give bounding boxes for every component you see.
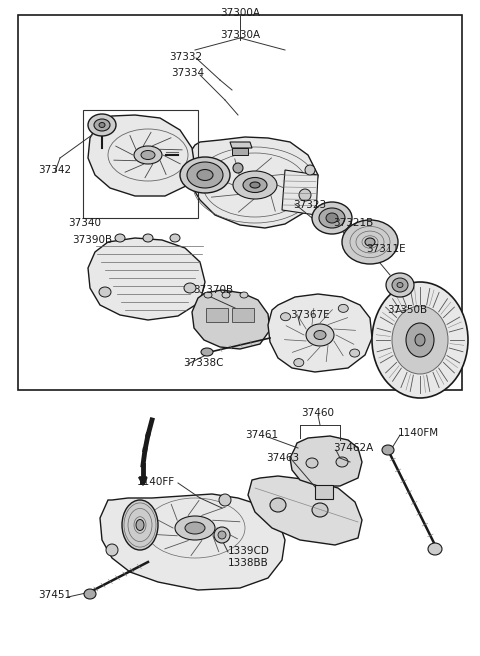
Ellipse shape <box>397 283 403 287</box>
Text: 37323: 37323 <box>293 200 326 210</box>
Polygon shape <box>185 137 318 228</box>
Ellipse shape <box>270 498 286 512</box>
Ellipse shape <box>141 150 155 159</box>
Polygon shape <box>88 238 205 320</box>
Ellipse shape <box>428 543 442 555</box>
Text: 37460: 37460 <box>301 408 335 418</box>
Ellipse shape <box>386 273 414 297</box>
Text: 37321B: 37321B <box>333 218 373 228</box>
Ellipse shape <box>349 349 360 357</box>
Text: 1140FM: 1140FM <box>398 428 439 438</box>
Ellipse shape <box>314 331 326 340</box>
Ellipse shape <box>280 313 290 321</box>
Ellipse shape <box>372 282 468 398</box>
Ellipse shape <box>382 445 394 455</box>
Ellipse shape <box>134 146 162 164</box>
Text: 37338C: 37338C <box>183 358 224 368</box>
Text: 37340: 37340 <box>68 218 101 228</box>
Ellipse shape <box>415 334 425 346</box>
Text: 37367E: 37367E <box>290 310 330 320</box>
Text: 37390B: 37390B <box>72 235 112 245</box>
Text: 37451: 37451 <box>38 590 72 600</box>
Bar <box>315 485 333 499</box>
Ellipse shape <box>299 189 311 201</box>
Ellipse shape <box>99 287 111 297</box>
Text: 37461: 37461 <box>245 430 278 440</box>
Ellipse shape <box>392 306 448 374</box>
Polygon shape <box>88 115 195 196</box>
Ellipse shape <box>250 182 260 188</box>
Ellipse shape <box>185 522 205 534</box>
Ellipse shape <box>170 234 180 242</box>
Ellipse shape <box>180 157 230 193</box>
Ellipse shape <box>338 304 348 312</box>
Ellipse shape <box>201 348 213 356</box>
Ellipse shape <box>306 458 318 468</box>
Text: 1140FF: 1140FF <box>137 477 175 487</box>
Ellipse shape <box>306 324 334 346</box>
Ellipse shape <box>88 114 116 136</box>
Text: 37332: 37332 <box>169 52 203 62</box>
Polygon shape <box>248 476 362 545</box>
Ellipse shape <box>197 169 213 180</box>
Bar <box>232 308 254 322</box>
Polygon shape <box>290 436 362 486</box>
Text: 37311E: 37311E <box>366 244 406 254</box>
Ellipse shape <box>84 589 96 599</box>
Text: 37330A: 37330A <box>220 30 260 40</box>
Text: 37342: 37342 <box>38 165 72 175</box>
Ellipse shape <box>187 162 223 188</box>
Ellipse shape <box>175 516 215 540</box>
Text: 1339CD: 1339CD <box>228 546 270 556</box>
Ellipse shape <box>312 503 328 517</box>
Ellipse shape <box>305 165 315 175</box>
Ellipse shape <box>326 213 338 223</box>
Ellipse shape <box>336 457 348 467</box>
Text: 37350B: 37350B <box>387 305 427 315</box>
Polygon shape <box>232 148 248 155</box>
Polygon shape <box>268 294 372 372</box>
Ellipse shape <box>222 292 230 298</box>
Ellipse shape <box>122 500 158 550</box>
Bar <box>83 110 198 218</box>
Ellipse shape <box>204 292 212 298</box>
Ellipse shape <box>233 163 243 173</box>
Bar <box>206 308 228 322</box>
Ellipse shape <box>233 171 277 199</box>
Polygon shape <box>282 170 318 215</box>
Ellipse shape <box>99 123 105 127</box>
Ellipse shape <box>319 208 345 228</box>
Ellipse shape <box>184 283 196 293</box>
Text: 37300A: 37300A <box>220 8 260 18</box>
Text: 37463: 37463 <box>266 453 300 463</box>
Ellipse shape <box>218 531 226 539</box>
Text: 1338BB: 1338BB <box>228 558 269 568</box>
Ellipse shape <box>214 527 230 543</box>
Ellipse shape <box>294 359 304 367</box>
Text: 37334: 37334 <box>171 68 204 78</box>
Ellipse shape <box>365 238 375 246</box>
Ellipse shape <box>406 323 434 357</box>
Ellipse shape <box>240 292 248 298</box>
Ellipse shape <box>94 119 110 131</box>
Text: 37370B: 37370B <box>193 285 233 295</box>
Ellipse shape <box>219 494 231 506</box>
Ellipse shape <box>106 544 118 556</box>
Ellipse shape <box>312 202 352 234</box>
Ellipse shape <box>136 520 144 531</box>
Polygon shape <box>230 142 252 148</box>
Ellipse shape <box>243 178 267 192</box>
Ellipse shape <box>392 278 408 292</box>
Polygon shape <box>192 290 270 349</box>
Ellipse shape <box>143 234 153 242</box>
Ellipse shape <box>342 220 398 264</box>
Polygon shape <box>100 494 285 590</box>
Bar <box>18 15 462 390</box>
Ellipse shape <box>115 234 125 242</box>
Text: 37462A: 37462A <box>333 443 373 453</box>
